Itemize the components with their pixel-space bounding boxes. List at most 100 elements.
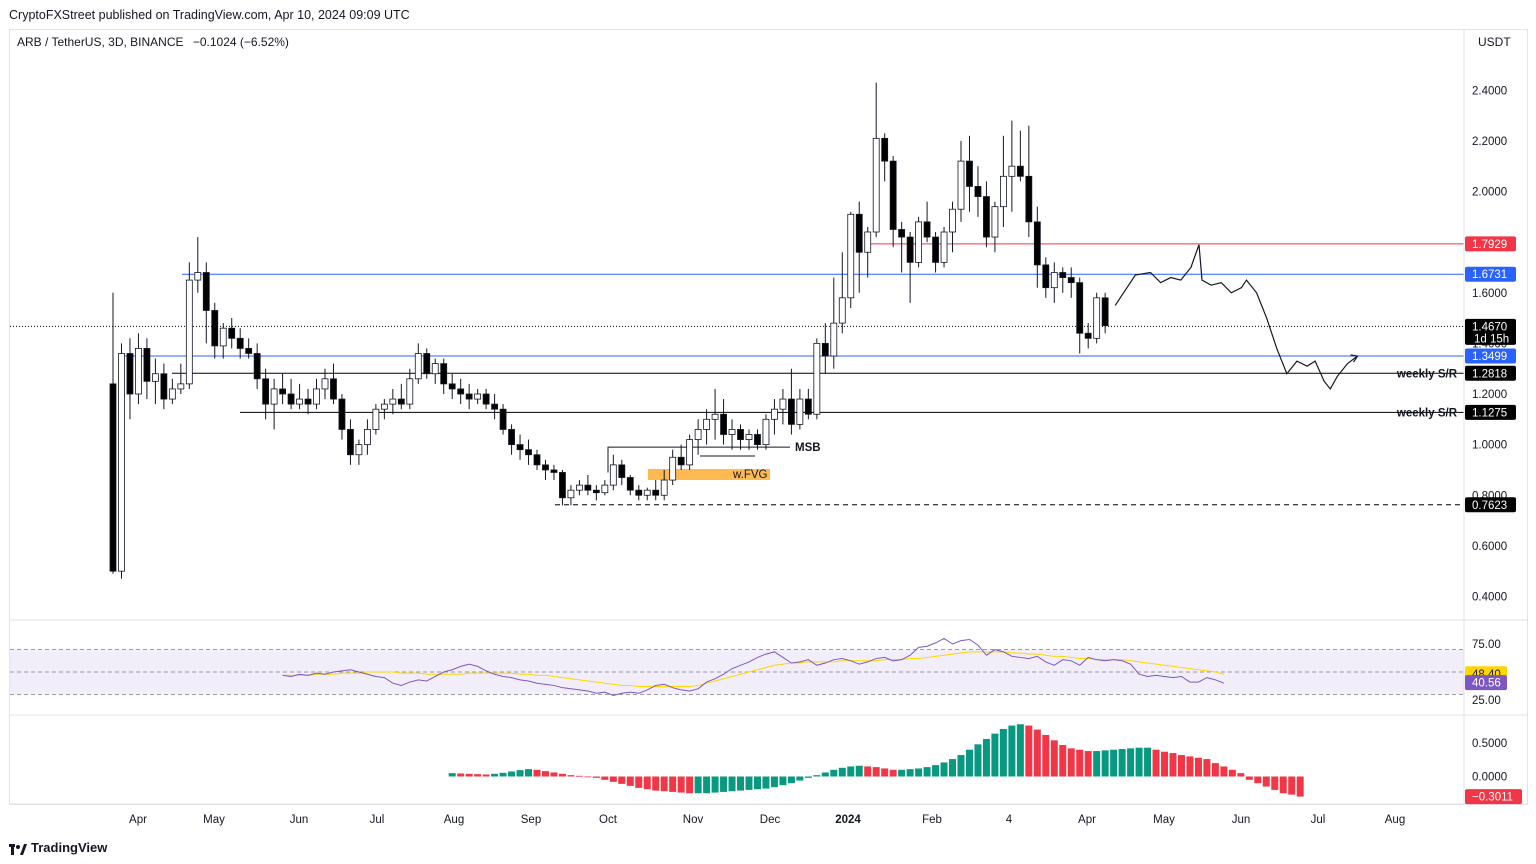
candle-body xyxy=(313,388,320,405)
hist-bar xyxy=(482,774,490,777)
level-price-tag xyxy=(1465,318,1516,345)
hist-bar xyxy=(737,776,745,791)
rsi-value: 40.56 xyxy=(1472,678,1501,690)
hist-bar xyxy=(821,772,829,777)
time-tick-label: Dec xyxy=(760,814,781,826)
hist-bar xyxy=(618,776,626,784)
level-price-text: 1.4670 xyxy=(1472,321,1507,333)
axes: 2.40002.20002.00001.80001.60001.40001.20… xyxy=(10,30,1527,826)
price-tick-label: 1.0000 xyxy=(1472,440,1507,452)
candle-body xyxy=(601,484,609,494)
candle-body xyxy=(296,398,303,405)
candle-body xyxy=(126,353,134,395)
candle-body xyxy=(567,489,575,499)
hist-bar xyxy=(1177,755,1185,777)
hist-bar xyxy=(1016,724,1024,777)
symbol-change: −0.1024 (−6.52%) xyxy=(193,35,289,49)
hist-bar xyxy=(491,773,499,777)
hist-bar xyxy=(770,776,778,788)
candle-body xyxy=(754,434,761,446)
hist-bar xyxy=(1186,756,1194,777)
time-tick-label: Jun xyxy=(1232,814,1251,826)
candle-body xyxy=(584,484,592,491)
hist-bar xyxy=(711,776,719,793)
candle-body xyxy=(355,444,363,456)
candle-body xyxy=(821,342,829,357)
time-tick-label: 4 xyxy=(1006,814,1013,826)
fvg-label: w.FVG xyxy=(732,469,768,481)
time-tick-label: Jun xyxy=(290,814,309,826)
hist-bar xyxy=(1110,749,1118,777)
candle-body xyxy=(592,489,600,494)
candle-body xyxy=(1042,264,1050,289)
hist-bar xyxy=(1152,749,1160,777)
hist-bar xyxy=(804,776,812,778)
candle-body xyxy=(151,373,159,382)
candle-body xyxy=(1093,297,1101,339)
level-price-text: 1.1275 xyxy=(1472,407,1507,419)
candle-body xyxy=(720,413,727,435)
candle-body xyxy=(847,213,855,299)
symbol-title: ARB / TetherUS, 3D, BINANCE −0.1024 (−6.… xyxy=(17,35,289,49)
currency-label: USDT xyxy=(1478,35,1511,49)
candle-body xyxy=(542,464,549,471)
hist-bar xyxy=(1271,776,1279,790)
time-tick-label: Apr xyxy=(1078,814,1096,826)
hist-bar xyxy=(686,776,694,794)
hist-bar xyxy=(1127,748,1135,777)
hist-bar xyxy=(1169,753,1177,777)
hist-bar xyxy=(525,769,533,777)
candle-body xyxy=(838,297,846,324)
publish-info: CryptoFXStreet published on TradingView.… xyxy=(9,8,410,22)
candle-body xyxy=(389,398,397,405)
candle-body xyxy=(211,310,219,347)
hist-bar xyxy=(499,772,507,777)
hist-bar xyxy=(720,776,728,792)
candle-body xyxy=(228,327,236,339)
candle-body xyxy=(991,206,999,238)
time-tick-label: May xyxy=(203,814,225,826)
candle-body xyxy=(788,398,795,425)
candle-body xyxy=(330,378,337,400)
hist-bar xyxy=(1161,751,1169,777)
level-price-text: 0.7623 xyxy=(1472,500,1507,512)
hist-bar xyxy=(1245,776,1253,780)
projection-arrow xyxy=(1350,354,1359,363)
rsi-pane xyxy=(10,637,1464,697)
level-price-tag xyxy=(1465,348,1516,364)
tradingview-brand[interactable]: TradingView xyxy=(9,840,107,855)
candle-body xyxy=(185,279,193,385)
hist-bar xyxy=(474,774,482,777)
hist-bar xyxy=(1059,745,1067,777)
candle-body xyxy=(262,378,270,405)
candle-body xyxy=(626,477,634,491)
hist-bar xyxy=(1101,750,1109,777)
candle-body xyxy=(703,418,710,430)
candle-body xyxy=(949,208,956,233)
hist-bar xyxy=(584,776,592,778)
candle-body xyxy=(1084,332,1092,339)
price-tick-label: 0.6000 xyxy=(1472,541,1507,553)
candle-body xyxy=(168,388,176,400)
candle-body xyxy=(372,408,380,430)
candle-body xyxy=(983,196,990,238)
candle-body xyxy=(1059,272,1067,278)
hist-bar xyxy=(864,766,872,777)
time-tick-label: Oct xyxy=(599,814,618,826)
hist-bar xyxy=(1237,773,1245,777)
brand-text: TradingView xyxy=(31,840,108,855)
candle-body xyxy=(652,489,660,496)
candle-body xyxy=(118,353,125,572)
histogram-pane xyxy=(448,724,1304,797)
rsi-tag xyxy=(1465,675,1507,691)
candle-body xyxy=(796,398,804,425)
rsi-tick-label: 75.00 xyxy=(1472,639,1501,651)
price-tick-label: 0.4000 xyxy=(1472,592,1507,604)
hist-bar xyxy=(1093,751,1101,777)
time-tick-label: Aug xyxy=(444,814,464,826)
candle-body xyxy=(414,353,422,380)
hist-bar xyxy=(465,773,473,777)
hist-bar xyxy=(1050,740,1058,777)
candle-body xyxy=(643,489,651,496)
